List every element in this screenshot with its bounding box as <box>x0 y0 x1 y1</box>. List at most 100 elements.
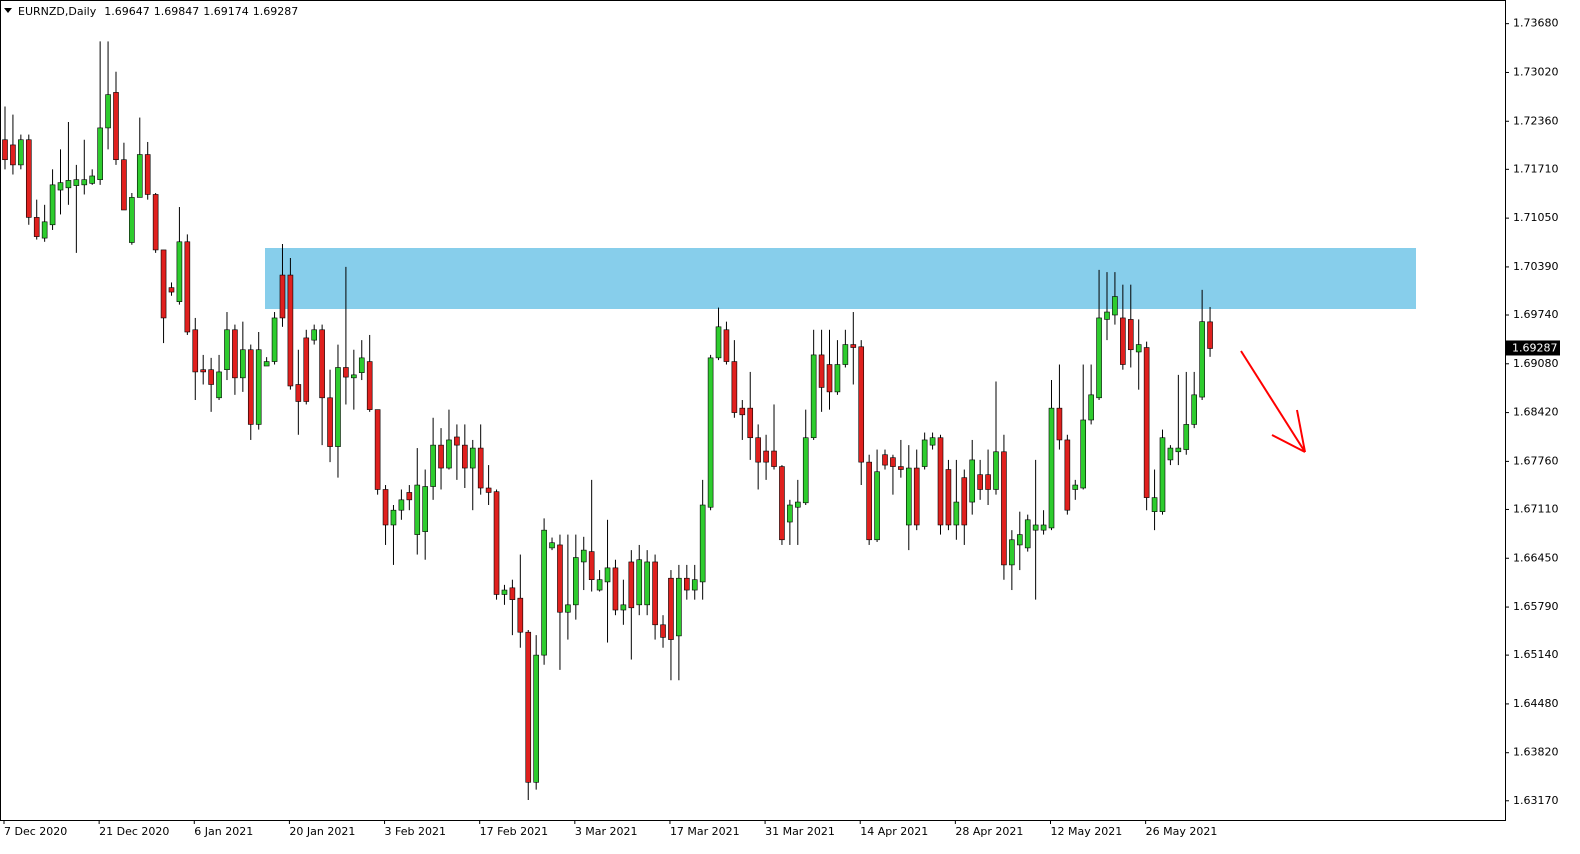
chart-header: EURNZD,Daily 1.69647 1.69847 1.69174 1.69287 <box>18 5 298 18</box>
arrow-head <box>1296 409 1306 453</box>
candle-body <box>636 559 643 606</box>
candle-body <box>779 466 785 541</box>
candle-body <box>573 557 579 606</box>
candle-body <box>794 501 801 508</box>
candle-body <box>89 175 96 184</box>
candle-body <box>937 437 944 526</box>
candle-body <box>628 561 635 609</box>
candle-body <box>953 501 960 526</box>
candle-body <box>81 179 88 186</box>
candle-body <box>1191 394 1197 425</box>
candle-body <box>1199 321 1205 398</box>
candle-body <box>850 344 857 348</box>
candle-body <box>763 450 769 463</box>
y-tick-label: 1.65790 <box>1513 600 1559 613</box>
candle-body <box>691 579 698 591</box>
candle-body <box>287 274 294 387</box>
candle-body <box>644 561 650 606</box>
candle-body <box>668 577 674 640</box>
candle-body <box>565 604 571 613</box>
candle-body <box>842 344 849 365</box>
candle-body <box>1104 311 1110 320</box>
candle-body <box>676 577 682 637</box>
candle-body <box>588 551 595 580</box>
y-tick-label: 1.69080 <box>1513 357 1559 370</box>
header-open: 1.69647 <box>104 5 150 18</box>
candle-body <box>374 409 381 490</box>
header-high: 1.69847 <box>154 5 200 18</box>
candle-body <box>596 579 603 591</box>
candle-body <box>660 624 666 638</box>
candle-body <box>1016 534 1023 546</box>
y-tick-label: 1.65140 <box>1513 648 1559 661</box>
candle-body <box>406 492 413 501</box>
candle-body <box>826 364 833 393</box>
candle-body <box>485 487 492 493</box>
y-tick-label: 1.73680 <box>1513 17 1559 30</box>
candle-body <box>2 139 8 161</box>
candle-body <box>1024 519 1031 549</box>
candle-body <box>152 194 159 251</box>
x-tick-label: 6 Jan 2021 <box>194 825 253 838</box>
candle-body <box>866 461 872 541</box>
candle-body <box>247 349 254 425</box>
candle-body <box>905 467 912 526</box>
candle-body <box>747 407 754 439</box>
candle-body <box>65 180 72 189</box>
candle-body <box>454 436 460 446</box>
candle-body <box>192 329 199 373</box>
candle-body <box>33 217 40 237</box>
candle-body <box>303 337 310 402</box>
candle-body <box>224 329 230 371</box>
candle-body <box>240 349 246 379</box>
candle-body <box>73 179 80 186</box>
candle-body <box>160 249 167 319</box>
candle-body <box>1009 539 1015 566</box>
candle-body <box>1048 407 1055 529</box>
candle-body <box>295 384 302 402</box>
candle-body <box>549 542 555 549</box>
y-tick-label: 1.64480 <box>1513 697 1559 710</box>
trend-arrow <box>1240 350 1306 453</box>
candle-body <box>41 221 48 239</box>
x-tick-label: 17 Feb 2021 <box>480 825 548 838</box>
candle-body <box>755 437 761 463</box>
candle-body <box>969 459 976 503</box>
candle-body <box>1183 424 1190 450</box>
candle-body <box>184 241 191 333</box>
candle-body <box>787 504 793 523</box>
candle-body <box>731 361 738 413</box>
x-tick-label: 21 Dec 2020 <box>99 825 169 838</box>
candle-body <box>985 474 991 490</box>
candle-body <box>398 499 405 511</box>
candle-body <box>1001 451 1007 566</box>
candle-body <box>430 444 436 487</box>
candle-body <box>707 357 714 508</box>
candle-body <box>263 361 270 367</box>
candle-body <box>319 329 325 399</box>
candle-body <box>469 447 476 469</box>
candle-body <box>882 454 888 466</box>
y-tick-label: 1.68420 <box>1513 406 1559 419</box>
x-tick-label: 14 Apr 2021 <box>860 825 928 838</box>
candle-body <box>652 561 658 626</box>
candle-body <box>525 631 532 783</box>
candle-body <box>993 451 999 490</box>
candle-body <box>921 439 928 467</box>
candle-body <box>18 139 24 166</box>
candle-body <box>129 197 135 243</box>
candle-body <box>216 371 222 399</box>
candle-body <box>438 444 444 469</box>
candle-body <box>715 326 722 359</box>
candle-body <box>1040 524 1047 531</box>
candle-body <box>49 184 56 226</box>
candle-body <box>913 467 920 526</box>
candle-body <box>113 92 119 161</box>
candle-body <box>1056 407 1063 441</box>
y-tick-label: 1.67110 <box>1513 502 1559 515</box>
candle-body <box>739 407 746 416</box>
arrow-head <box>1271 434 1306 453</box>
candle-body <box>1112 296 1118 316</box>
candle-body <box>25 139 32 218</box>
